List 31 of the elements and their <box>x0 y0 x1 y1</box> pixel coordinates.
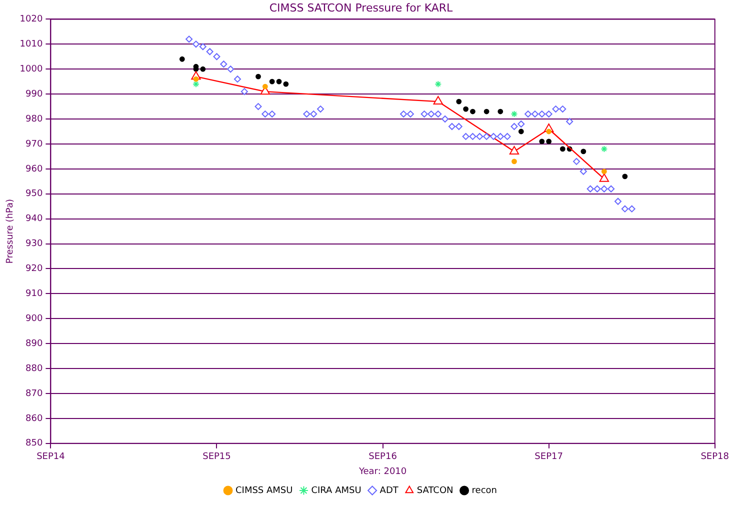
x-tick-label: SEP16 <box>368 452 398 462</box>
x-tick-label: SEP15 <box>202 452 231 462</box>
y-axis-title: Pressure (hPa) <box>6 199 16 264</box>
x-tick-label: SEP18 <box>700 452 730 462</box>
chart-title: CIMSS SATCON Pressure for KARL <box>269 1 454 14</box>
y-tick-label: 1010 <box>20 39 43 50</box>
y-tick-label: 860 <box>26 414 43 424</box>
y-tick-label: 920 <box>26 264 43 274</box>
y-tick-label: 990 <box>26 89 43 100</box>
legend-label: SATCON <box>416 486 454 496</box>
y-tick-label: 880 <box>26 364 43 374</box>
y-tick-label: 1000 <box>20 64 43 74</box>
y-tick-label: 870 <box>26 388 43 399</box>
x-tick-label: SEP17 <box>534 452 563 462</box>
x-axis-title: Year: 2010 <box>358 466 407 477</box>
y-tick-label: 970 <box>26 139 43 150</box>
y-tick-label: 1020 <box>20 14 43 25</box>
y-tick-label: 960 <box>26 164 43 174</box>
y-tick-label: 910 <box>26 289 43 300</box>
y-tick-label: 980 <box>26 114 43 124</box>
legend-label: CIMSS AMSU <box>236 486 293 496</box>
y-tick-label: 850 <box>26 438 43 449</box>
y-tick-label: 900 <box>26 314 43 324</box>
y-tick-label: 930 <box>26 239 43 250</box>
legend-label: recon <box>472 486 497 496</box>
legend-label: ADT <box>380 486 399 496</box>
x-tick-label: SEP14 <box>36 452 66 462</box>
y-tick-label: 950 <box>26 189 43 200</box>
y-tick-label: 940 <box>26 214 43 224</box>
legend-label: CIRA AMSU <box>311 486 362 496</box>
y-tick-label: 890 <box>26 338 43 349</box>
